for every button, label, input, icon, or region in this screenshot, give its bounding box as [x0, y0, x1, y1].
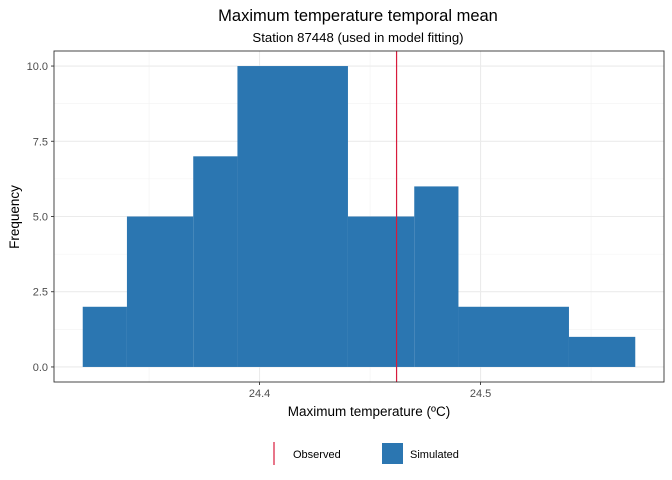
histogram-bar — [347, 216, 415, 367]
chart-title: Maximum temperature temporal mean — [218, 7, 498, 25]
histogram-bar — [568, 336, 636, 367]
histogram-bar — [82, 306, 127, 367]
histogram-bar — [414, 186, 459, 367]
legend-observed-label: Observed — [293, 449, 341, 461]
legend: Observed Simulated — [273, 442, 459, 465]
y-tick-label: 7.5 — [33, 136, 48, 148]
x-tick-label: 24.5 — [470, 388, 491, 400]
y-tick-label: 10.0 — [27, 61, 48, 73]
legend-simulated-label: Simulated — [410, 449, 459, 461]
histogram-bar — [126, 216, 194, 367]
x-axis-title: Maximum temperature (ºC) — [288, 404, 450, 419]
histogram-bars — [82, 66, 636, 367]
histogram-bar — [458, 306, 569, 367]
histogram-bar — [237, 66, 348, 367]
x-tick-label: 24.4 — [249, 388, 270, 400]
x-axis: 24.4 24.5 — [249, 382, 491, 400]
y-tick-label: 0.0 — [33, 362, 48, 374]
y-tick-label: 2.5 — [33, 287, 48, 299]
legend-simulated-key — [382, 443, 403, 464]
y-axis-title: Frequency — [7, 185, 22, 249]
histogram-bar — [193, 156, 238, 367]
y-tick-label: 5.0 — [33, 212, 48, 224]
y-axis: 0.0 2.5 5.0 7.5 10.0 — [27, 61, 54, 374]
chart-subtitle: Station 87448 (used in model fitting) — [252, 30, 463, 45]
